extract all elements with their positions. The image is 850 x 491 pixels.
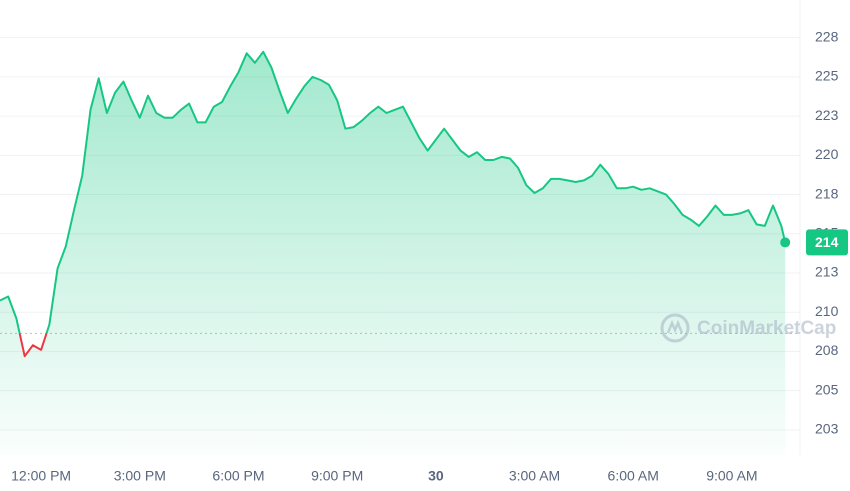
price-line <box>0 50 787 358</box>
x-tick-label: 9:00 PM <box>311 468 363 484</box>
x-tick-label: 3:00 PM <box>114 468 166 484</box>
x-tick-label: 30 <box>428 468 444 484</box>
x-tick-label: 6:00 AM <box>608 468 659 484</box>
y-tick-label: 210 <box>815 303 839 319</box>
y-tick-label: 220 <box>815 146 839 162</box>
y-tick-label: 203 <box>815 421 839 437</box>
y-tick-label: 208 <box>815 342 839 358</box>
y-tick-label: 225 <box>815 68 839 84</box>
y-tick-label: 223 <box>815 107 839 123</box>
watermark: CoinMarketCap <box>660 313 836 343</box>
watermark-text: CoinMarketCap <box>697 318 836 339</box>
area-fill <box>0 51 786 456</box>
y-tick-label: 218 <box>815 185 839 201</box>
y-tick-label: 213 <box>815 264 839 280</box>
x-tick-label: 3:00 AM <box>509 468 560 484</box>
y-tick-label: 205 <box>815 381 839 397</box>
price-tag-label: 214 <box>815 234 839 250</box>
x-tick-label: 9:00 AM <box>706 468 757 484</box>
x-tick-label: 12:00 PM <box>11 468 71 484</box>
price-tag <box>806 229 848 256</box>
x-tick-label: 6:00 PM <box>212 468 264 484</box>
y-tick-label: 228 <box>815 28 839 44</box>
last-point <box>780 237 791 248</box>
